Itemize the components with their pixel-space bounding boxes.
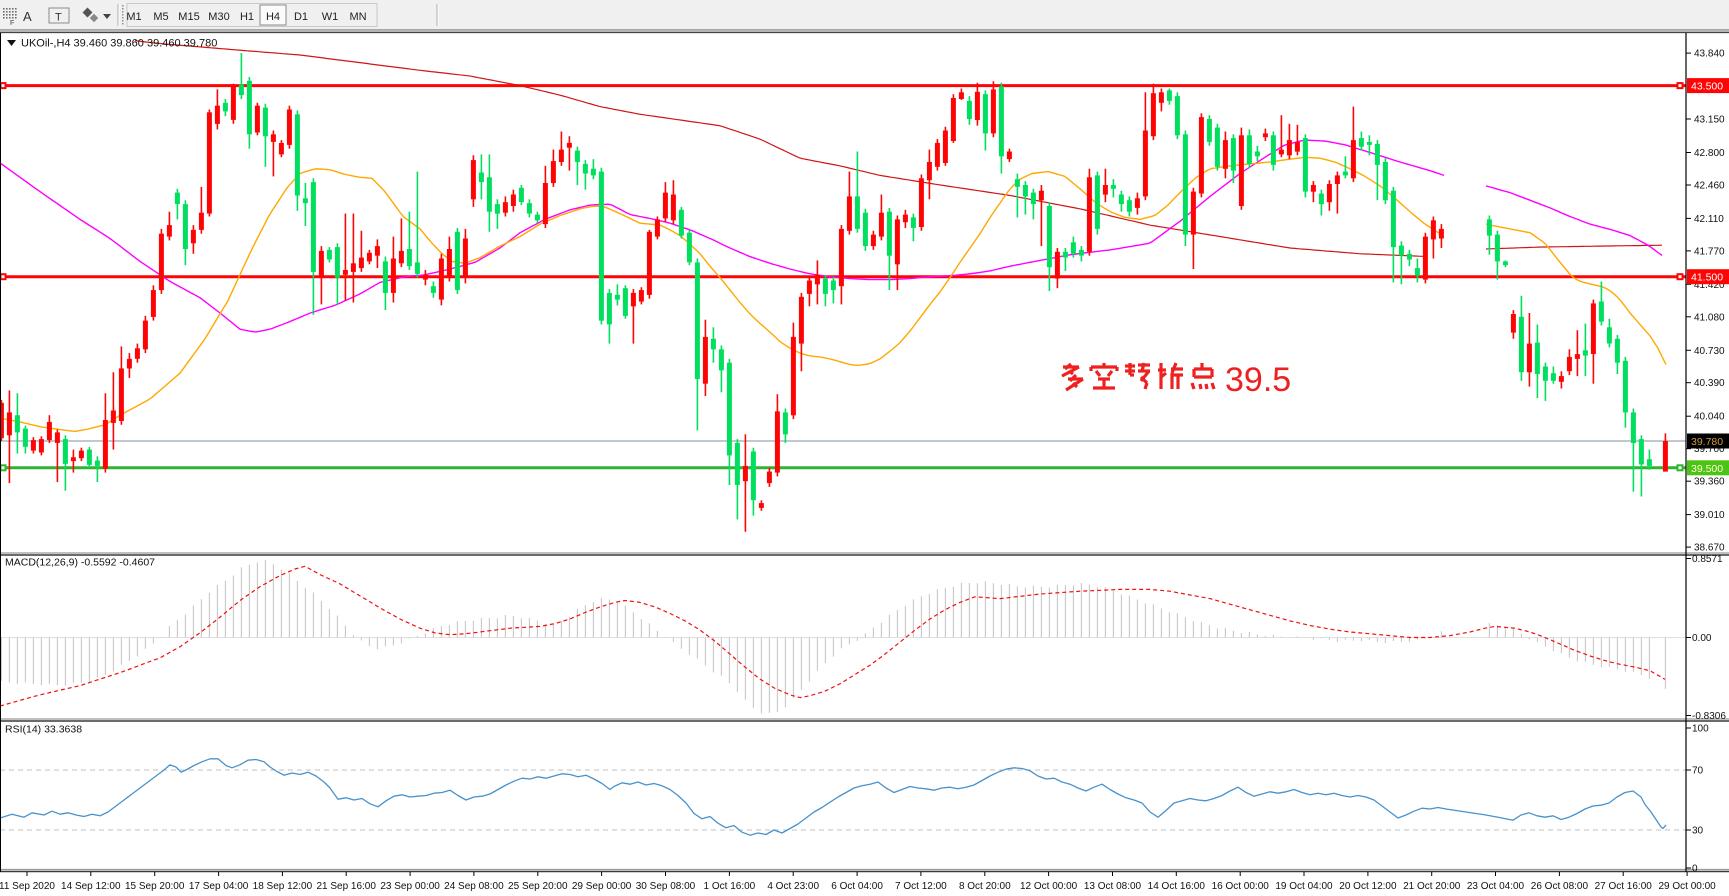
svg-text:0.00: 0.00: [1692, 633, 1712, 644]
svg-text:41.080: 41.080: [1694, 312, 1725, 323]
svg-text:14 Oct 16:00: 14 Oct 16:00: [1148, 881, 1206, 892]
svg-text:19 Oct 04:00: 19 Oct 04:00: [1275, 881, 1333, 892]
svg-text:41.420: 41.420: [1694, 280, 1725, 291]
svg-text:M30: M30: [208, 11, 229, 23]
svg-text:F: F: [10, 20, 14, 27]
svg-text:100: 100: [1692, 724, 1709, 735]
svg-text:20 Oct 12:00: 20 Oct 12:00: [1339, 881, 1397, 892]
svg-text:8 Oct 20:00: 8 Oct 20:00: [959, 881, 1011, 892]
svg-text:39.360: 39.360: [1694, 477, 1725, 488]
svg-text:40.040: 40.040: [1694, 412, 1725, 423]
svg-text:21 Oct 20:00: 21 Oct 20:00: [1403, 881, 1461, 892]
svg-text:41.770: 41.770: [1694, 246, 1725, 257]
svg-text:38.670: 38.670: [1694, 543, 1725, 554]
svg-text:16 Oct 00:00: 16 Oct 00:00: [1212, 881, 1270, 892]
svg-text:27 Oct 16:00: 27 Oct 16:00: [1595, 881, 1653, 892]
svg-text:-0.8306: -0.8306: [1692, 711, 1726, 722]
svg-text:42.110: 42.110: [1694, 214, 1724, 225]
svg-text:40.730: 40.730: [1694, 346, 1725, 357]
svg-text:UKOil-,H4 39.460 39.860 39.46: UKOil-,H4 39.460 39.860 39.460 39.780: [21, 38, 217, 50]
svg-text:30 Sep 08:00: 30 Sep 08:00: [636, 881, 696, 892]
svg-text:M15: M15: [178, 11, 199, 23]
svg-text:7 Oct 12:00: 7 Oct 12:00: [895, 881, 947, 892]
svg-text:MACD(12,26,9) -0.5592 -0.4607: MACD(12,26,9) -0.5592 -0.4607: [5, 557, 155, 569]
svg-text:21 Sep 16:00: 21 Sep 16:00: [316, 881, 376, 892]
svg-text:H1: H1: [240, 11, 254, 23]
svg-text:41.500: 41.500: [1691, 272, 1723, 284]
svg-text:4 Oct 23:00: 4 Oct 23:00: [767, 881, 819, 892]
svg-text:W1: W1: [322, 11, 339, 23]
svg-text:17 Sep 04:00: 17 Sep 04:00: [189, 881, 249, 892]
svg-text:42.800: 42.800: [1694, 148, 1725, 159]
svg-text:23 Sep 00:00: 23 Sep 00:00: [380, 881, 440, 892]
svg-text:M1: M1: [126, 11, 141, 23]
svg-text:T: T: [55, 12, 62, 24]
svg-text:39.5: 39.5: [1225, 361, 1291, 399]
svg-text:29 Sep 00:00: 29 Sep 00:00: [572, 881, 632, 892]
svg-text:23 Oct 04:00: 23 Oct 04:00: [1467, 881, 1525, 892]
svg-text:14 Sep 12:00: 14 Sep 12:00: [61, 881, 121, 892]
svg-text:D1: D1: [294, 11, 308, 23]
svg-text:43.500: 43.500: [1691, 81, 1723, 93]
svg-text:39.780: 39.780: [1691, 436, 1723, 448]
svg-text:43.150: 43.150: [1694, 115, 1725, 126]
svg-text:24 Sep 08:00: 24 Sep 08:00: [444, 881, 504, 892]
svg-text:39.700: 39.700: [1694, 444, 1725, 455]
svg-text:25 Sep 20:00: 25 Sep 20:00: [508, 881, 568, 892]
svg-text:12 Oct 00:00: 12 Oct 00:00: [1020, 881, 1078, 892]
svg-text:6 Oct 04:00: 6 Oct 04:00: [831, 881, 883, 892]
svg-text:H4: H4: [266, 11, 280, 23]
svg-text:MN: MN: [349, 11, 366, 23]
svg-text:70: 70: [1692, 766, 1704, 777]
svg-text:42.460: 42.460: [1694, 181, 1725, 192]
svg-text:13 Oct 08:00: 13 Oct 08:00: [1084, 881, 1142, 892]
svg-text:M5: M5: [153, 11, 168, 23]
svg-text:1 Oct 16:00: 1 Oct 16:00: [704, 881, 756, 892]
svg-text:15 Sep 20:00: 15 Sep 20:00: [125, 881, 185, 892]
svg-text:40.390: 40.390: [1694, 378, 1725, 389]
svg-text:0: 0: [1692, 864, 1698, 875]
svg-text:26 Oct 08:00: 26 Oct 08:00: [1531, 881, 1589, 892]
svg-text:A: A: [23, 9, 32, 24]
svg-text:39.010: 39.010: [1694, 510, 1725, 521]
svg-text:0.8571: 0.8571: [1692, 554, 1723, 565]
svg-text:43.840: 43.840: [1694, 49, 1725, 60]
svg-text:11 Sep 2020: 11 Sep 2020: [0, 881, 55, 892]
svg-text:30: 30: [1692, 826, 1704, 837]
svg-text:RSI(14) 33.3638: RSI(14) 33.3638: [5, 724, 82, 736]
svg-text:39.500: 39.500: [1691, 463, 1723, 475]
svg-text:18 Sep 12:00: 18 Sep 12:00: [253, 881, 313, 892]
svg-text:29 Oct 00:00: 29 Oct 00:00: [1658, 881, 1716, 892]
